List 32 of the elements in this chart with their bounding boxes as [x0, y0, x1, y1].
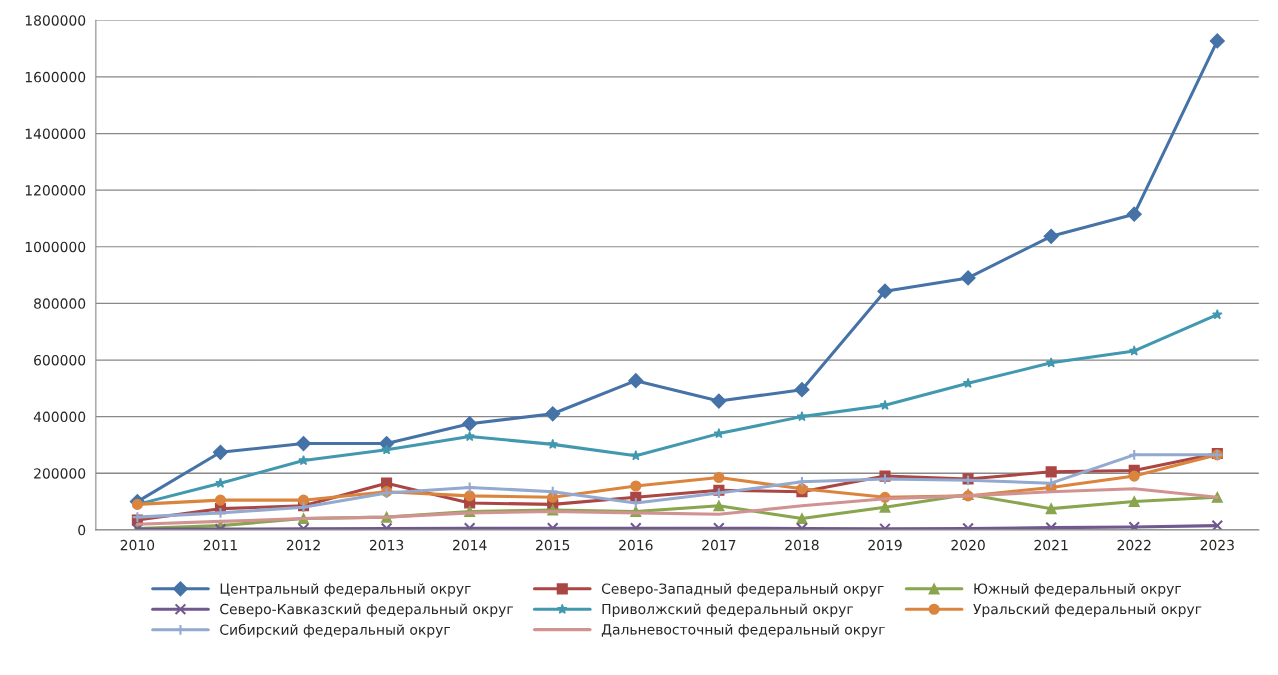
y-tick-label: 0 [78, 524, 86, 536]
y-tick-label: 600000 [34, 354, 86, 366]
y-tick-label: 800000 [34, 298, 86, 309]
y-tick-label: 200000 [34, 468, 86, 479]
x-tick-label: 2013 [369, 539, 404, 551]
x-tick-label: 2012 [286, 539, 320, 551]
x-tick-label: 2022 [1117, 539, 1151, 551]
x-tick-label: 2018 [785, 539, 819, 551]
y-tick-label: 400000 [33, 411, 86, 423]
legend-label: Дальневосточный федеральный округ [601, 623, 885, 638]
legend-label: Центральный федеральный округ [220, 583, 471, 597]
x-tick-label: 2019 [868, 539, 902, 551]
x-tick-label: 2014 [453, 539, 487, 551]
x-tick-label: 2020 [951, 539, 985, 551]
y-tick-label: 1000000 [25, 241, 86, 253]
x-tick-label: 2015 [536, 539, 570, 551]
legend-label: Приволжский федеральный округ [602, 603, 853, 617]
y-tick-label: 1600000 [25, 71, 86, 83]
y-tick-label: 1200000 [25, 185, 86, 196]
x-tick-label: 2017 [702, 539, 736, 551]
x-tick-label: 2016 [619, 539, 653, 551]
legend-label: Северо-Западный федеральный округ [601, 583, 884, 597]
x-tick-label: 2021 [1034, 539, 1068, 551]
y-tick-label: 1800000 [25, 15, 86, 26]
legend-label: Северо-Кавказский федеральный округ [220, 603, 513, 617]
legend-label: Южный федеральный округ [974, 583, 1181, 597]
x-tick-label: 2023 [1200, 539, 1234, 551]
legend-label: Уральский федеральный округ [973, 603, 1202, 617]
x-tick-label: 2011 [203, 539, 237, 551]
legend-label: Сибирский федеральный округ [220, 623, 450, 638]
y-tick-label: 1400000 [25, 128, 86, 139]
x-tick-label: 2010 [120, 539, 155, 551]
